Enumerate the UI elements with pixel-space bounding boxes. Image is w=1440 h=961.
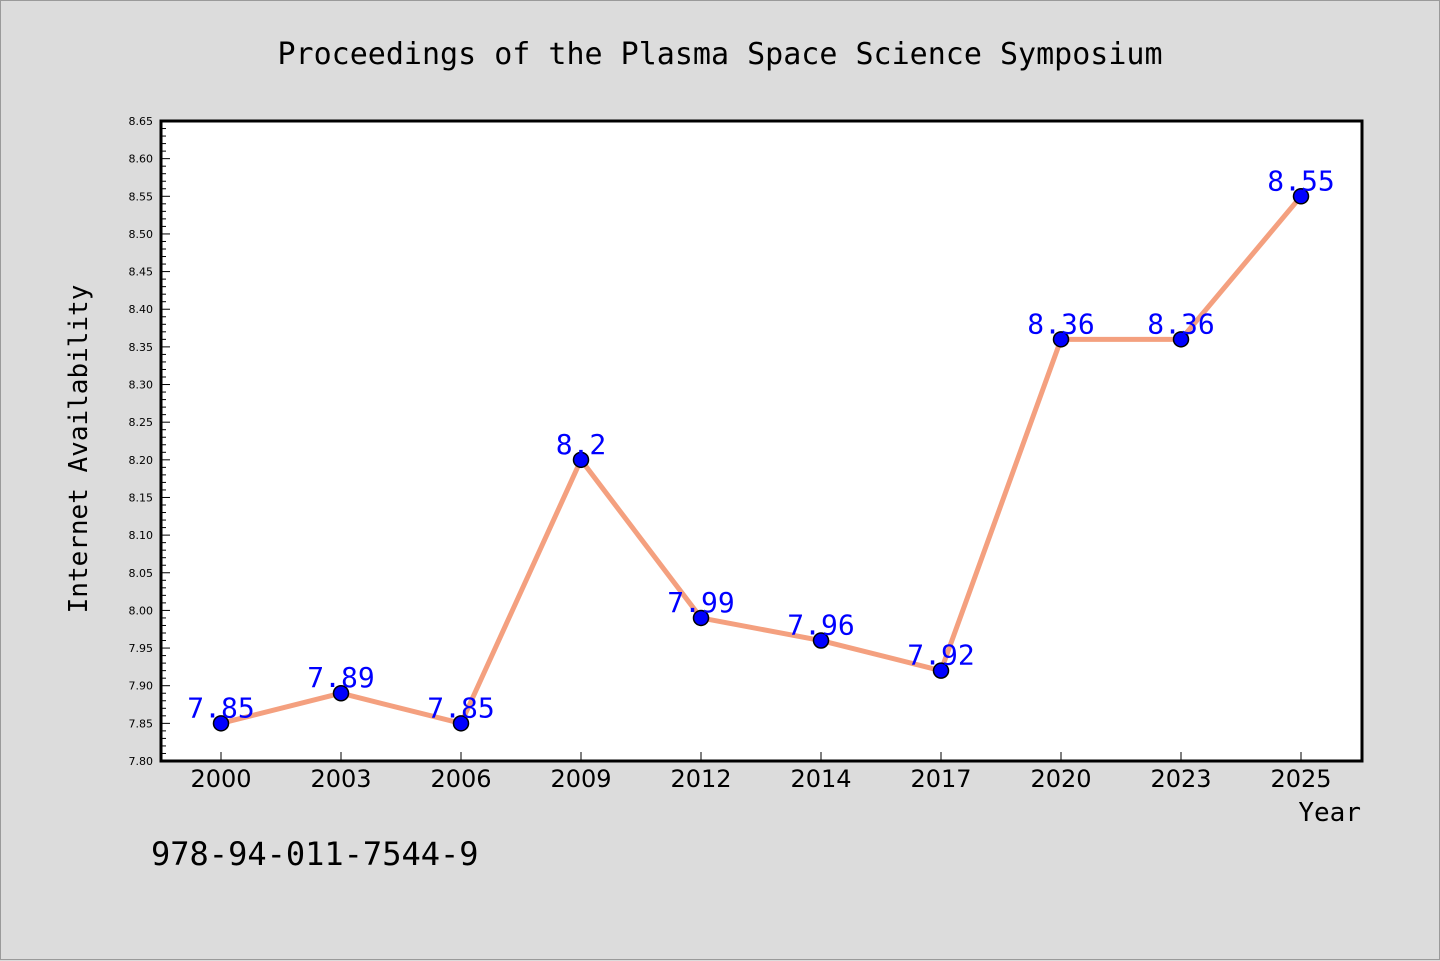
- data-label: 8.36: [1027, 307, 1094, 340]
- x-tick-label: 2020: [1030, 765, 1091, 793]
- y-tick-label: 8.65: [129, 115, 154, 128]
- data-label: 8.55: [1267, 164, 1334, 197]
- markers-group: [212, 188, 1310, 732]
- y-tick-label: 7.80: [129, 755, 154, 768]
- data-point-marker: [1052, 331, 1070, 348]
- y-tick-label: 8.40: [129, 303, 154, 316]
- data-label: 7.99: [667, 586, 734, 619]
- y-tick-label: 7.90: [129, 680, 154, 693]
- y-tick-label: 8.55: [129, 190, 154, 203]
- data-point-marker: [932, 662, 950, 679]
- y-tick-label: 7.85: [129, 717, 154, 730]
- data-label: 7.89: [307, 661, 374, 694]
- isbn-text: 978-94-011-7544-9: [151, 835, 479, 873]
- data-point-marker: [812, 632, 830, 649]
- y-tick-label: 7.95: [129, 642, 154, 655]
- x-tick-label: 2017: [910, 765, 971, 793]
- chart-title: Proceedings of the Plasma Space Science …: [277, 37, 1162, 72]
- data-label: 8.2: [556, 428, 607, 461]
- y-tick-label: 8.50: [129, 228, 154, 241]
- y-tick-label: 8.20: [129, 454, 154, 467]
- data-point-marker: [212, 715, 230, 732]
- data-label: 7.85: [187, 691, 254, 724]
- y-tick-label: 8.05: [129, 567, 154, 580]
- x-tick-label: 2014: [790, 765, 851, 793]
- y-axis-label: Internet Availability: [64, 285, 94, 614]
- y-tick-label: 8.45: [129, 266, 154, 279]
- data-labels-group: 7.85 7.89 7.85 8.2 7.99 7.96 7.92 8.36 8.36 8.55: [187, 164, 1334, 724]
- y-axis: 7.80 7.85 7.90 7.95 8.00 8.05 8.10 8.15 8.20 8.25…: [129, 115, 170, 768]
- x-tick-label: 2025: [1270, 765, 1331, 793]
- data-point-marker: [572, 451, 590, 469]
- x-tick-label: 2009: [550, 765, 611, 793]
- data-label: 7.92: [907, 639, 974, 672]
- y-tick-label: 8.00: [129, 604, 154, 617]
- x-tick-label: 2003: [310, 765, 371, 793]
- plot-area: [159, 119, 1364, 763]
- x-axis-label: Year: [1298, 798, 1361, 828]
- y-tick-label: 8.10: [129, 529, 154, 542]
- data-point-marker: [332, 684, 350, 702]
- x-axis: 2000 2003 2006 2009 2012 2014 2017 2020 2023 2025: [190, 752, 1332, 793]
- data-point-marker: [452, 715, 470, 732]
- y-tick-label: 8.25: [129, 416, 154, 429]
- y-tick-label: 8.30: [129, 379, 154, 392]
- series-line: [218, 193, 1304, 726]
- y-tick-label: 8.60: [129, 153, 154, 166]
- data-point-marker: [1172, 331, 1190, 348]
- x-tick-label: 2000: [190, 765, 251, 793]
- y-tick-label: 8.15: [129, 491, 154, 504]
- data-point-marker: [692, 609, 710, 627]
- y-tick-label: 8.35: [129, 341, 154, 354]
- data-label: 7.85: [427, 691, 494, 724]
- series-line-group: [218, 193, 1304, 726]
- data-label: 8.36: [1147, 307, 1214, 340]
- x-tick-label: 2006: [430, 765, 491, 793]
- data-point-marker: [1292, 188, 1310, 205]
- x-tick-label: 2012: [670, 765, 731, 793]
- x-tick-label: 2023: [1150, 765, 1211, 793]
- data-label: 7.96: [787, 609, 854, 642]
